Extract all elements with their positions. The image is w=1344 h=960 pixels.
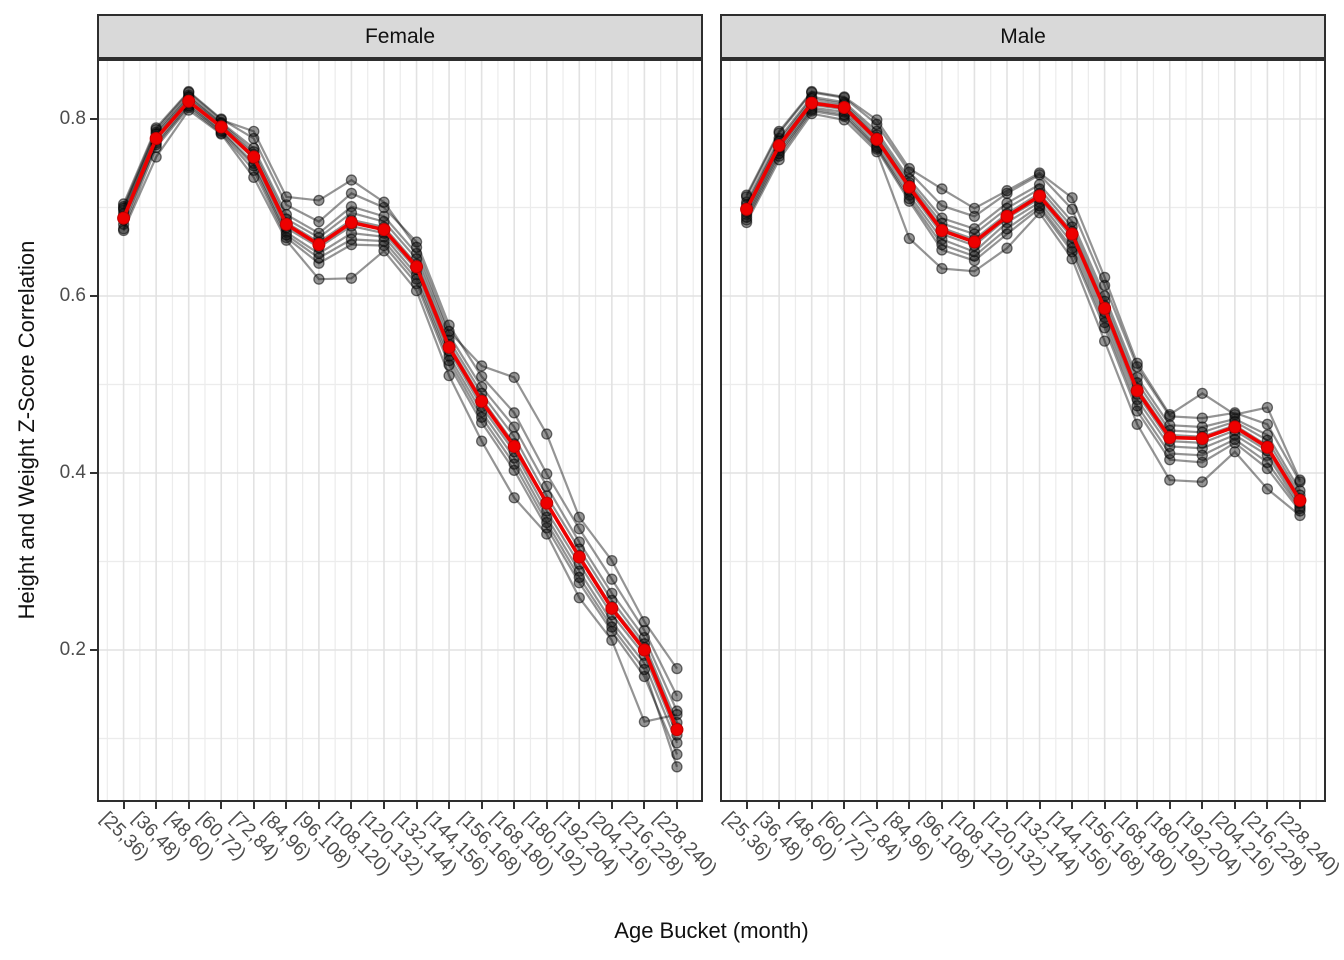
mean-series — [740, 96, 1307, 507]
x-tick-mark — [1038, 802, 1041, 809]
facet-strip-female: Female — [97, 14, 703, 59]
facet-strip-male: Male — [720, 14, 1326, 59]
x-axis-title: Age Bucket (month) — [614, 918, 809, 943]
replicate-series — [740, 85, 1306, 486]
y-tick-label: 0.2 — [59, 639, 86, 660]
x-tick-mark — [610, 802, 613, 809]
x-tick-mark — [1071, 802, 1074, 809]
y-tick-label: 0.6 — [59, 285, 86, 306]
x-tick-mark — [187, 802, 190, 809]
x-tick-mark — [415, 802, 418, 809]
x-tick-mark — [675, 802, 678, 809]
x-tick-mark — [448, 802, 451, 809]
x-tick-mark — [578, 802, 581, 809]
x-tick-mark — [252, 802, 255, 809]
x-tick-mark — [545, 802, 548, 809]
x-tick-mark — [973, 802, 976, 809]
x-tick-mark — [1006, 802, 1008, 809]
x-tick-mark — [908, 802, 911, 809]
x-tick-mark — [643, 802, 646, 809]
x-tick-mark — [843, 802, 846, 809]
facet-strip-label: Female — [364, 24, 436, 48]
x-tick-mark — [285, 802, 288, 809]
mean-series — [117, 94, 684, 737]
panel-male-plot — [720, 59, 1326, 802]
y-tick-mark — [90, 472, 97, 474]
x-tick-mark — [1298, 802, 1301, 809]
x-tick-mark — [1201, 802, 1204, 809]
x-tick-mark — [1266, 802, 1269, 809]
x-tick-mark — [383, 802, 385, 809]
x-tick-mark — [350, 802, 353, 809]
x-tick-mark — [480, 802, 483, 809]
x-tick-mark — [875, 802, 878, 809]
x-tick-mark — [513, 802, 516, 809]
x-tick-mark — [317, 802, 320, 809]
x-tick-mark — [745, 802, 748, 809]
x-tick-mark — [940, 802, 943, 809]
facet-strip-label: Male — [1000, 24, 1046, 48]
x-tick-mark — [1233, 802, 1236, 809]
x-tick-mark — [220, 802, 223, 809]
y-tick-label: 0.4 — [59, 462, 86, 483]
x-tick-mark — [810, 802, 813, 809]
y-tick-label: 0.8 — [59, 108, 86, 129]
replicate-series — [117, 86, 683, 675]
x-tick-mark — [778, 802, 781, 809]
y-tick-mark — [90, 118, 97, 120]
x-tick-mark — [155, 802, 158, 809]
x-tick-mark — [1136, 802, 1139, 809]
y-tick-mark — [90, 295, 97, 297]
x-tick-mark — [1168, 802, 1171, 809]
y-tick-mark — [90, 649, 97, 651]
x-tick-mark — [122, 802, 125, 809]
panel-female-plot — [97, 59, 703, 802]
x-tick-mark — [1103, 802, 1106, 809]
